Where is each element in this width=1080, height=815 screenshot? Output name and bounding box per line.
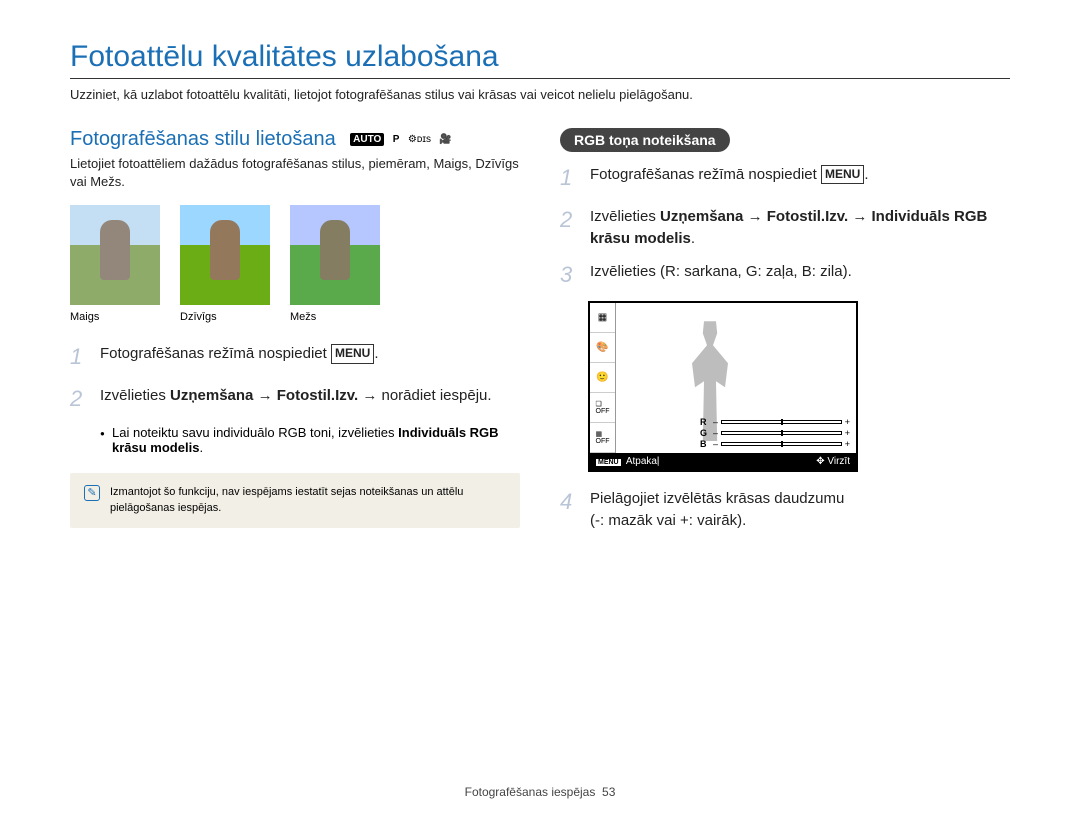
footer-page: 53 — [602, 785, 615, 799]
step-1-text: Fotografēšanas režīmā nospiediet — [100, 345, 331, 362]
note-text: Izmantojot šo funkciju, nav iespējams ie… — [110, 485, 506, 516]
intro-text: Uzziniet, kā uzlabot fotoattēlu kvalitāt… — [70, 87, 1010, 102]
thumb-image — [180, 205, 270, 305]
r-step-3-text: Izvēlieties (R: sarkana, G: zaļa, B: zil… — [590, 259, 1010, 291]
r-step-2-pre: Izvēlieties — [590, 208, 660, 225]
thumb-label: Dzīvīgs — [180, 311, 270, 323]
minus-icon: – — [713, 428, 718, 438]
r-step-4: 4 Pielāgojiet izvēlētās krāsas daudzumu … — [560, 486, 1010, 532]
rgb-b-bar — [721, 442, 842, 446]
r-step-4-text: Pielāgojiet izvēlētās krāsas daudzumu (-… — [590, 486, 1010, 532]
lcd-sidebar: ▦ 🎨 🙂 ❏OFF ▦OFF — [590, 303, 616, 453]
note-box: ✎ Izmantojot šo funkciju, nav iespējams … — [70, 473, 520, 528]
thumb-label: Maigs — [70, 311, 160, 323]
step-number: 1 — [70, 341, 88, 373]
sb-icon: ▦OFF — [590, 423, 615, 453]
note-icon: ✎ — [84, 485, 100, 501]
menu-button-chip: MENU — [331, 344, 374, 363]
step-2: 2 Izvēlieties Uzņemšana → Fotostil.Izv. … — [70, 383, 520, 415]
sb-icon: ▦ — [590, 303, 615, 333]
r-step-2: 2 Izvēlieties Uzņemšana → Fotostil.Izv. … — [560, 204, 1010, 250]
rgb-r-bar — [721, 420, 842, 424]
arrow-icon: → — [748, 208, 767, 225]
mode-icons: AUTO P ⚙ᴅɪs 🎥 — [350, 131, 456, 149]
arrow-icon: → — [852, 208, 871, 225]
step-2-post: → norādiet iespēju. — [362, 387, 491, 404]
thumb-vivid: Dzīvīgs — [180, 205, 270, 323]
r-step-1-text: Fotografēšanas režīmā nospiediet — [590, 166, 821, 183]
mode-auto-icon: AUTO — [350, 133, 384, 146]
thumb-image — [290, 205, 380, 305]
r-step-3: 3 Izvēlieties (R: sarkana, G: zaļa, B: z… — [560, 259, 1010, 291]
lcd-move-label: Virzīt — [827, 456, 850, 467]
thumb-soft: Maigs — [70, 205, 160, 323]
thumb-label: Mežs — [290, 311, 380, 323]
step-2-b2: Fotostil.Izv. — [277, 387, 358, 404]
step-2-b1: Uzņemšana — [170, 387, 253, 404]
r-step-2-b2: Fotostil.Izv. — [767, 208, 848, 225]
r-step-1: 1 Fotografēšanas režīmā nospiediet MENU. — [560, 162, 1010, 194]
rgb-g-bar — [721, 431, 842, 435]
lcd-footer: MENU Atpakaļ ✥ Virzīt — [590, 453, 856, 470]
step-1: 1 Fotografēšanas režīmā nospiediet MENU. — [70, 341, 520, 373]
rgb-sliders: R – + G – + B – — [700, 416, 850, 449]
mode-ois-icon: ⚙ᴅɪs — [408, 134, 431, 145]
lcd-back-label: Atpakaļ — [626, 456, 659, 467]
step-number: 2 — [560, 204, 578, 250]
plus-icon: + — [845, 428, 850, 438]
section-heading-styles: Fotografēšanas stilu lietošana — [70, 128, 336, 151]
minus-icon: – — [713, 439, 718, 449]
step-2-pre: Izvēlieties — [100, 387, 170, 404]
lcd-preview: ▦ 🎨 🙂 ❏OFF ▦OFF R – + — [588, 301, 858, 472]
menu-button-chip: MENU — [596, 459, 621, 466]
rgb-r-label: R — [700, 417, 710, 427]
menu-button-chip: MENU — [821, 165, 864, 184]
step-number: 2 — [70, 383, 88, 415]
rgb-pill-heading: RGB toņa noteikšana — [560, 128, 730, 152]
sub-bullet: Lai noteiktu savu individuālo RGB toni, … — [100, 425, 520, 455]
footer-label: Fotografēšanas iespējas — [465, 785, 596, 799]
rgb-g-label: G — [700, 428, 710, 438]
bullet-post: . — [199, 440, 203, 455]
mode-video-icon: 🎥 — [439, 134, 451, 145]
plus-icon: + — [845, 439, 850, 449]
step-number: 3 — [560, 259, 578, 291]
section-desc: Lietojiet fotoattēliem dažādus fotografē… — [70, 155, 520, 191]
r-step-2-post: . — [691, 230, 695, 247]
sb-icon: 🎨 — [590, 333, 615, 363]
page-footer: Fotografēšanas iespējas 53 — [0, 785, 1080, 799]
r-step-2-b1: Uzņemšana — [660, 208, 743, 225]
sb-icon: ❏OFF — [590, 393, 615, 423]
step-number: 1 — [560, 162, 578, 194]
thumb-forest: Mežs — [290, 205, 380, 323]
left-column: Fotografēšanas stilu lietošana AUTO P ⚙ᴅ… — [70, 128, 520, 542]
arrow-icon: → — [258, 387, 277, 404]
rgb-b-label: B — [700, 439, 710, 449]
thumb-image — [70, 205, 160, 305]
right-column: RGB toņa noteikšana 1 Fotografēšanas rež… — [560, 128, 1010, 542]
step-number: 4 — [560, 486, 578, 532]
sb-icon: 🙂 — [590, 363, 615, 393]
nav-icon: ✥ — [816, 456, 827, 467]
mode-p-icon: P — [393, 134, 400, 145]
minus-icon: – — [713, 417, 718, 427]
page-title: Fotoattēlu kvalitātes uzlabošana — [70, 40, 1010, 79]
plus-icon: + — [845, 417, 850, 427]
bullet-pre: Lai noteiktu savu individuālo RGB toni, … — [112, 425, 398, 440]
style-thumbnails: Maigs Dzīvīgs Mežs — [70, 205, 520, 323]
